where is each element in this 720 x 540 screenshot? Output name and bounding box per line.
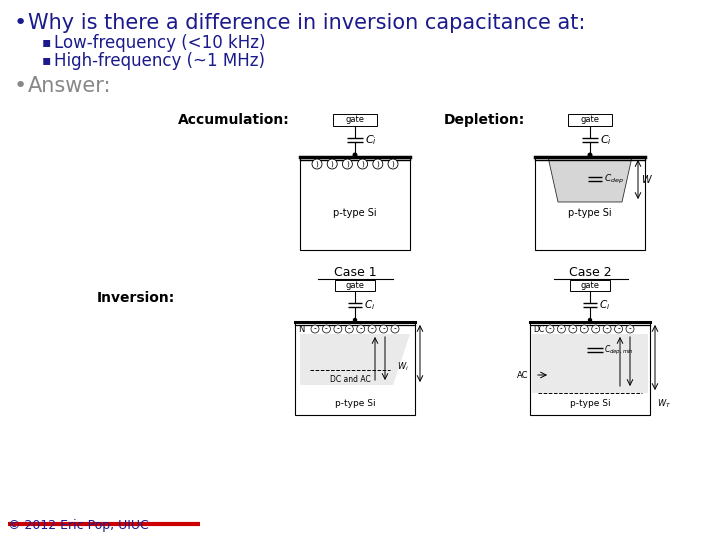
Text: AC: AC: [516, 370, 528, 380]
Text: $W_T$: $W_T$: [657, 397, 671, 409]
Text: gate: gate: [346, 116, 364, 125]
Text: -: -: [583, 325, 585, 334]
Text: Inversion:: Inversion:: [96, 291, 175, 305]
Circle shape: [569, 325, 577, 333]
Bar: [570, 280, 610, 291]
Circle shape: [626, 325, 634, 333]
Circle shape: [354, 319, 356, 321]
Circle shape: [379, 325, 387, 333]
Circle shape: [343, 159, 352, 169]
Circle shape: [373, 159, 383, 169]
Text: -: -: [560, 325, 563, 334]
Circle shape: [546, 325, 554, 333]
Circle shape: [368, 325, 376, 333]
Circle shape: [358, 159, 368, 169]
Bar: [568, 114, 612, 126]
Text: $C_{dep,min}$: $C_{dep,min}$: [604, 343, 634, 356]
Circle shape: [354, 153, 357, 157]
Text: -: -: [606, 325, 608, 334]
Text: •: •: [14, 13, 27, 33]
Polygon shape: [300, 334, 410, 385]
Circle shape: [327, 159, 337, 169]
Text: ): ): [346, 161, 348, 167]
Circle shape: [557, 325, 565, 333]
Polygon shape: [548, 157, 632, 202]
Circle shape: [356, 325, 365, 333]
Text: gate: gate: [580, 280, 600, 289]
Circle shape: [588, 319, 592, 321]
Text: ▪: ▪: [42, 35, 51, 49]
Circle shape: [312, 159, 322, 169]
Text: •: •: [14, 76, 27, 96]
Circle shape: [391, 325, 399, 333]
Text: High-frequency (~1 MHz): High-frequency (~1 MHz): [54, 52, 265, 70]
Circle shape: [603, 325, 611, 333]
Text: p-type Si: p-type Si: [333, 208, 377, 218]
Text: ): ): [361, 161, 364, 167]
Text: Accumulation:: Accumulation:: [179, 113, 290, 127]
Text: Case 2: Case 2: [569, 266, 611, 279]
Text: -: -: [617, 325, 620, 334]
Text: -: -: [325, 325, 328, 334]
Text: -: -: [359, 325, 362, 334]
Text: gate: gate: [346, 280, 364, 289]
Text: p-type Si: p-type Si: [335, 399, 375, 408]
Text: -: -: [348, 325, 351, 334]
Text: © 2012 Eric Pop, UIUC: © 2012 Eric Pop, UIUC: [8, 519, 149, 532]
Text: gate: gate: [580, 116, 600, 125]
Text: -: -: [394, 325, 397, 334]
Text: -: -: [629, 325, 631, 334]
Bar: [535, 157, 645, 250]
Text: ): ): [377, 161, 379, 167]
Text: ▪: ▪: [42, 53, 51, 67]
Bar: [333, 114, 377, 126]
Text: $C_i$: $C_i$: [600, 133, 612, 147]
Circle shape: [580, 325, 588, 333]
Circle shape: [346, 325, 354, 333]
Text: ): ): [330, 161, 333, 167]
Bar: [532, 334, 648, 393]
Text: -: -: [314, 325, 316, 334]
Text: $W$: $W$: [641, 173, 653, 185]
Text: -: -: [336, 325, 339, 334]
Text: -: -: [382, 325, 385, 334]
Text: Depletion:: Depletion:: [444, 113, 525, 127]
Circle shape: [323, 325, 330, 333]
Text: p-type Si: p-type Si: [568, 208, 612, 218]
Text: $C_{dep}$: $C_{dep}$: [604, 172, 624, 186]
Circle shape: [311, 325, 319, 333]
Bar: [335, 280, 375, 291]
Text: DC: DC: [533, 325, 544, 334]
Text: $W_i$: $W_i$: [397, 361, 409, 373]
Circle shape: [388, 159, 398, 169]
Text: -: -: [371, 325, 374, 334]
Text: ): ): [315, 161, 318, 167]
Circle shape: [615, 325, 623, 333]
Text: Why is there a difference in inversion capacitance at:: Why is there a difference in inversion c…: [28, 13, 585, 33]
Text: N: N: [298, 325, 305, 334]
Bar: [530, 322, 650, 415]
Text: DC and AC: DC and AC: [330, 375, 370, 384]
Text: -: -: [549, 325, 552, 334]
Circle shape: [588, 153, 592, 157]
Text: -: -: [572, 325, 575, 334]
Text: $C_i$: $C_i$: [365, 133, 377, 147]
Text: $C_i$: $C_i$: [364, 298, 375, 312]
Circle shape: [334, 325, 342, 333]
Text: p-type Si: p-type Si: [570, 399, 611, 408]
Circle shape: [592, 325, 600, 333]
Bar: [300, 157, 410, 250]
Text: -: -: [594, 325, 597, 334]
Text: ): ): [392, 161, 395, 167]
Text: Answer:: Answer:: [28, 76, 112, 96]
Bar: [295, 322, 415, 415]
Text: Case 1: Case 1: [333, 266, 377, 279]
Text: $C_i$: $C_i$: [599, 298, 611, 312]
Text: Low-frequency (<10 kHz): Low-frequency (<10 kHz): [54, 34, 266, 52]
